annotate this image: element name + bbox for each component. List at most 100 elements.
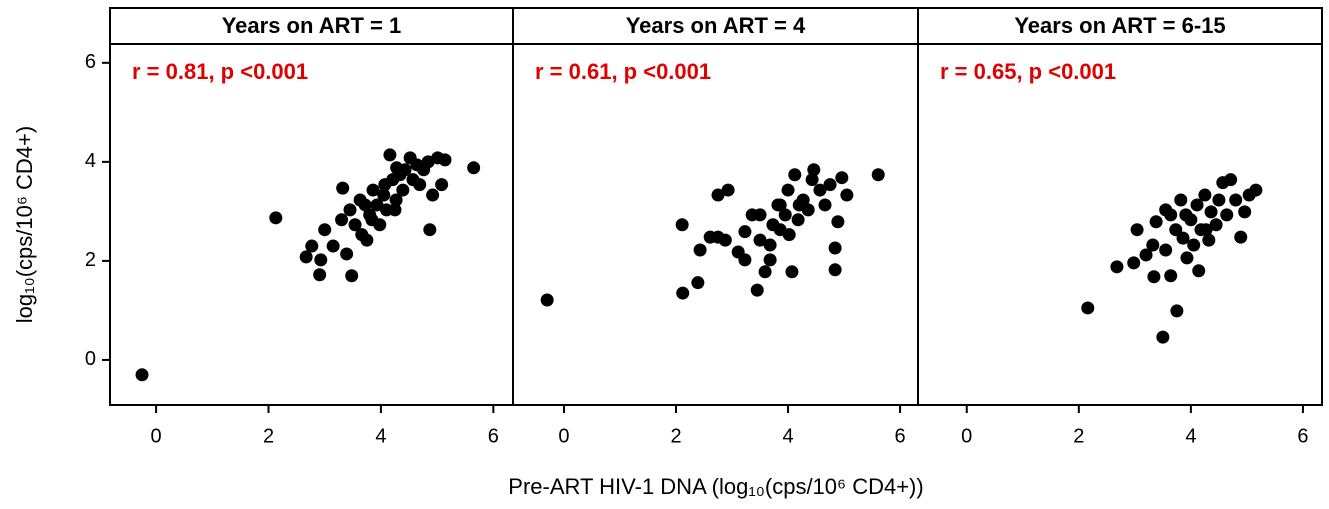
x-tick-label: 2	[1073, 425, 1084, 447]
point	[1169, 223, 1183, 237]
point	[1156, 330, 1170, 344]
point	[763, 238, 777, 252]
y-tick-label: 6	[85, 51, 96, 73]
point	[1220, 208, 1234, 222]
x-tick-label: 6	[1297, 425, 1308, 447]
point	[366, 183, 380, 197]
point	[738, 253, 752, 267]
point	[348, 218, 362, 232]
x-tick-label: 4	[1185, 425, 1196, 447]
point	[1234, 230, 1248, 244]
point	[828, 263, 842, 277]
point	[1159, 243, 1173, 257]
point	[818, 198, 832, 212]
point	[423, 223, 437, 237]
point	[358, 198, 372, 212]
plot-frame	[512, 43, 919, 406]
point	[340, 247, 354, 261]
point	[835, 171, 849, 185]
y-tick-label: 4	[85, 150, 96, 172]
point	[718, 233, 732, 247]
point	[413, 178, 427, 192]
point	[1110, 260, 1124, 274]
annotation: r = 0.65, p <0.001	[940, 59, 1116, 84]
point	[781, 183, 795, 197]
point	[467, 161, 481, 175]
strip-header	[512, 7, 919, 45]
point	[360, 233, 374, 247]
point	[763, 253, 777, 267]
y-axis-label: log₁₀(cps/10⁶ CD4+)	[12, 126, 37, 323]
x-tick-label: 6	[488, 425, 499, 447]
point	[438, 153, 452, 167]
point	[1249, 183, 1263, 197]
point	[365, 213, 379, 227]
plot-frame	[109, 43, 514, 406]
point	[1130, 223, 1144, 237]
strip-header	[917, 7, 1323, 45]
plot-frame	[917, 43, 1323, 406]
point	[785, 265, 799, 279]
point	[788, 168, 802, 182]
x-tick-label: 6	[895, 425, 906, 447]
point	[396, 183, 410, 197]
point	[1174, 193, 1188, 207]
point	[693, 243, 707, 257]
point	[1147, 270, 1161, 284]
point	[1149, 215, 1163, 229]
point	[269, 211, 283, 225]
point	[540, 293, 554, 307]
point	[1202, 233, 1216, 247]
panel-title: Years on ART = 4	[626, 13, 806, 38]
point	[389, 193, 403, 207]
point	[314, 253, 328, 267]
point	[1212, 193, 1226, 207]
point	[675, 218, 689, 232]
point	[326, 239, 340, 253]
point	[335, 213, 349, 227]
point	[343, 203, 357, 217]
x-tick-label: 0	[558, 425, 569, 447]
x-tick-label: 0	[151, 425, 162, 447]
point	[318, 223, 332, 237]
point	[305, 239, 319, 253]
point	[388, 203, 402, 217]
point	[1176, 231, 1190, 245]
point	[1192, 264, 1206, 278]
x-axis-label: Pre-ART HIV-1 DNA (log₁₀(cps/10⁶ CD4+))	[508, 474, 923, 499]
y-tick-label: 0	[85, 348, 96, 370]
point	[336, 181, 350, 195]
point	[691, 276, 705, 290]
point	[753, 208, 767, 222]
point	[1180, 251, 1194, 265]
point	[1159, 203, 1173, 217]
point	[1238, 205, 1252, 219]
point	[1224, 173, 1238, 187]
point	[1190, 198, 1204, 212]
point	[676, 286, 690, 300]
point	[823, 178, 837, 192]
point	[1170, 304, 1184, 318]
point	[782, 228, 796, 242]
annotation: r = 0.61, p <0.001	[535, 59, 711, 84]
annotation: r = 0.81, p <0.001	[132, 59, 308, 84]
panel-title: Years on ART = 1	[222, 13, 402, 38]
x-tick-label: 0	[961, 425, 972, 447]
point	[778, 208, 792, 222]
point	[435, 178, 449, 192]
point	[750, 283, 764, 297]
point	[758, 265, 772, 279]
point	[1139, 248, 1153, 262]
point	[773, 198, 787, 212]
y-tick-label: 2	[85, 249, 96, 271]
point	[370, 198, 384, 212]
strip-header	[109, 7, 514, 45]
x-tick-label: 2	[263, 425, 274, 447]
point	[711, 188, 725, 202]
point	[738, 225, 752, 239]
point	[721, 183, 735, 197]
point	[313, 268, 327, 282]
x-tick-label: 4	[375, 425, 386, 447]
point	[1209, 218, 1223, 232]
